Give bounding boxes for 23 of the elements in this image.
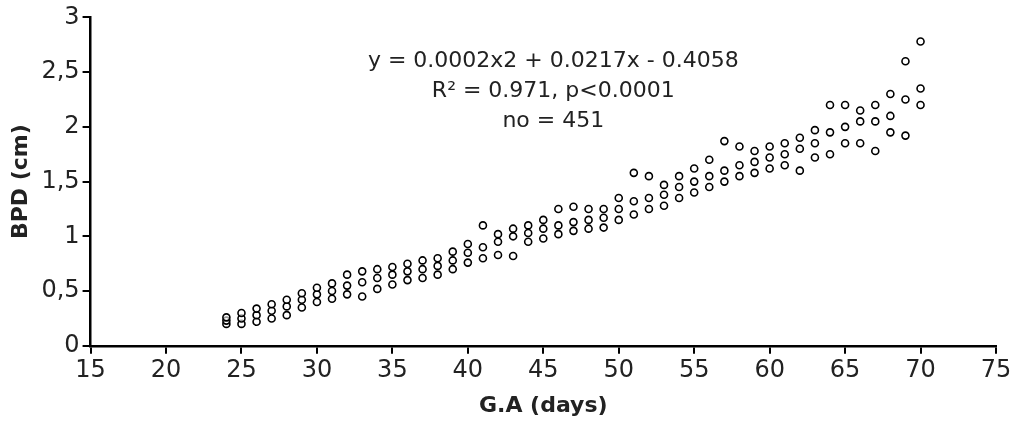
x-tick-label: 70 (905, 355, 936, 384)
x-tick-label: 30 (301, 355, 333, 384)
x-tick-label: 50 (603, 355, 635, 384)
x-tick-label: 35 (377, 355, 408, 384)
x-axis-title: G.A (days) (479, 391, 608, 417)
x-tick-label: 40 (452, 355, 484, 384)
x-tick-label: 25 (226, 355, 257, 384)
x-tick-label: 20 (150, 355, 182, 384)
x-tick-label: 45 (528, 355, 559, 384)
y-tick-label: 1,5 (41, 165, 80, 194)
x-tick-label: 60 (754, 355, 785, 384)
annotation: no = 451 (502, 107, 605, 133)
annotation: y = 0.0002x2 + 0.0217x - 0.4058 (367, 47, 739, 73)
x-tick-label: 75 (980, 355, 1012, 384)
y-axis-title: BPD (cm) (6, 124, 32, 240)
y-tick-label: 2,5 (41, 56, 80, 85)
y-tick-label: 0,5 (41, 275, 80, 304)
y-tick-label: 1 (64, 220, 80, 249)
y-tick-label: 3 (64, 1, 80, 30)
x-tick-label: 55 (678, 355, 710, 384)
y-tick-label: 2 (64, 111, 80, 140)
annotation: R² = 0.971, p<0.0001 (431, 77, 675, 103)
x-tick-label: 65 (829, 355, 861, 384)
